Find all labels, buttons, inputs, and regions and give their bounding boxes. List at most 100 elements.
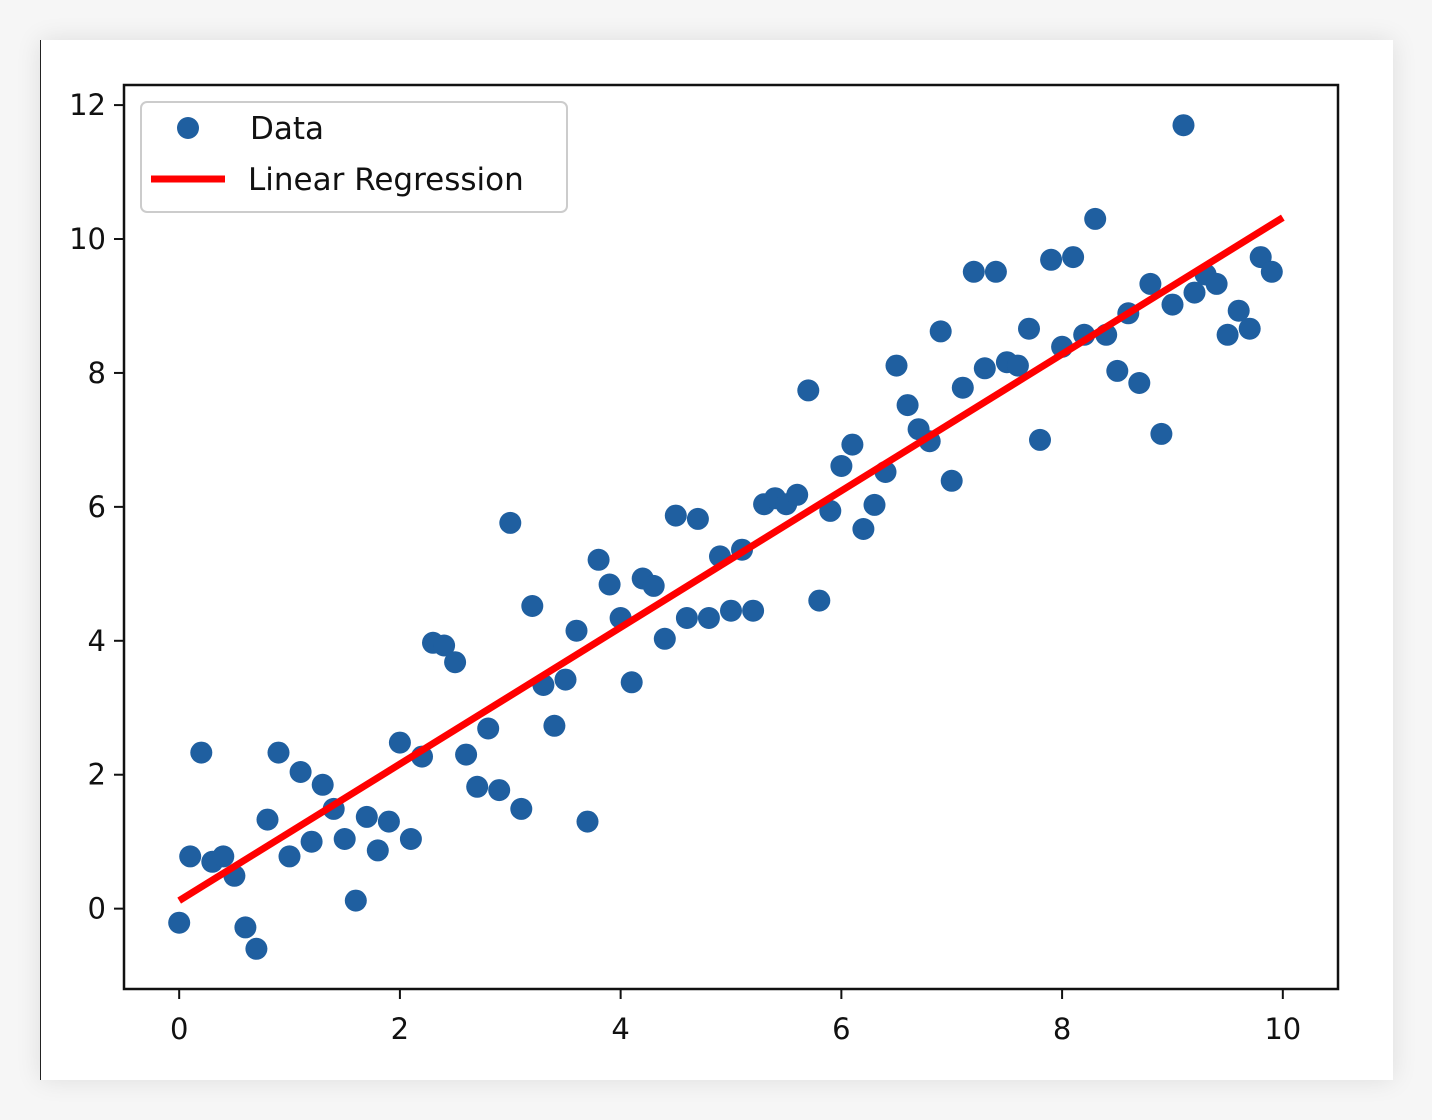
data-point-94 xyxy=(1205,272,1228,295)
y-tick-label-5: 10 xyxy=(69,222,106,256)
y-tick-label-1: 2 xyxy=(88,758,106,792)
data-point-26 xyxy=(455,743,478,766)
data-point-50 xyxy=(720,599,742,622)
legend-box xyxy=(140,101,568,213)
regression-line-layer xyxy=(177,214,1285,904)
data-point-81 xyxy=(1062,246,1085,269)
data-point-48 xyxy=(697,607,720,629)
x-tick-label-2: 4 xyxy=(611,1012,629,1046)
data-point-71 xyxy=(951,376,974,399)
data-point-36 xyxy=(565,619,588,642)
data-point-7 xyxy=(245,937,268,960)
data-point-4 xyxy=(212,845,235,868)
data-point-41 xyxy=(620,671,643,694)
data-point-46 xyxy=(675,607,698,629)
data-point-27 xyxy=(466,775,489,798)
data-point-12 xyxy=(300,830,323,853)
data-point-90 xyxy=(1161,293,1184,316)
data-point-6 xyxy=(234,916,257,939)
data-point-58 xyxy=(808,589,831,612)
data-point-34 xyxy=(543,714,566,737)
data-point-2 xyxy=(190,741,213,764)
data-point-29 xyxy=(488,779,511,802)
plot-frame xyxy=(122,83,1340,991)
data-point-15 xyxy=(333,828,356,850)
data-point-96 xyxy=(1227,299,1250,322)
data-point-70 xyxy=(940,469,963,492)
y-tick-label-4: 8 xyxy=(88,356,106,390)
data-point-88 xyxy=(1139,272,1162,295)
data-point-74 xyxy=(984,260,1007,283)
data-point-8 xyxy=(256,808,279,831)
data-point-73 xyxy=(973,357,996,380)
x-tick-label-4: 8 xyxy=(1053,1012,1071,1046)
data-point-1 xyxy=(179,845,202,868)
legend-label-data: Data xyxy=(250,111,324,147)
data-point-62 xyxy=(852,518,875,540)
data-point-13 xyxy=(311,773,334,796)
y-tick-label-6: 12 xyxy=(69,88,106,122)
data-point-11 xyxy=(289,761,312,783)
data-point-38 xyxy=(587,548,610,571)
data-point-83 xyxy=(1084,207,1107,230)
legend-label-linear-regression: Linear Regression xyxy=(248,162,524,198)
legend: Data Linear Regression xyxy=(140,101,568,213)
data-point-47 xyxy=(686,507,709,530)
data-point-39 xyxy=(598,573,621,596)
data-point-89 xyxy=(1150,422,1173,445)
data-point-45 xyxy=(664,504,687,527)
data-point-66 xyxy=(896,394,919,417)
data-point-31 xyxy=(510,797,533,820)
data-point-79 xyxy=(1040,248,1063,271)
data-point-69 xyxy=(929,320,952,343)
y-tick-label-0: 0 xyxy=(88,892,106,926)
data-point-78 xyxy=(1029,428,1051,451)
data-point-52 xyxy=(742,599,765,622)
regression-chart: 0 2 4 6 8 10 0 2 4 6 8 10 12 Data Linear Regression xyxy=(69,83,1340,1046)
data-point-87 xyxy=(1128,372,1151,394)
data-point-0 xyxy=(168,911,191,934)
data-point-28 xyxy=(477,717,500,740)
data-point-32 xyxy=(521,595,544,617)
data-point-57 xyxy=(797,379,820,402)
data-point-95 xyxy=(1216,323,1239,346)
x-tick-label-1: 2 xyxy=(391,1012,409,1046)
data-point-61 xyxy=(841,433,864,456)
data-point-16 xyxy=(344,889,367,912)
data-point-63 xyxy=(863,493,886,516)
data-point-10 xyxy=(278,845,301,868)
data-point-17 xyxy=(355,805,378,828)
y-tick-label-3: 6 xyxy=(88,490,106,524)
data-point-76 xyxy=(1006,354,1029,377)
data-point-43 xyxy=(642,574,665,597)
data-point-44 xyxy=(653,627,676,650)
data-point-9 xyxy=(267,741,290,764)
regression-line xyxy=(177,214,1285,904)
x-tick-label-5: 10 xyxy=(1264,1012,1301,1046)
data-point-60 xyxy=(830,455,853,477)
data-point-18 xyxy=(366,839,389,862)
data-point-20 xyxy=(388,731,411,754)
y-axis: 0 2 4 6 8 10 12 xyxy=(69,88,124,926)
data-point-35 xyxy=(554,668,577,691)
data-point-85 xyxy=(1106,359,1129,382)
data-point-25 xyxy=(444,651,467,674)
figure-card: 0 2 4 6 8 10 0 2 4 6 8 10 12 Data Linear Regression xyxy=(40,40,1393,1080)
data-point-91 xyxy=(1172,114,1195,137)
data-point-77 xyxy=(1018,317,1040,340)
data-point-59 xyxy=(819,499,842,522)
data-point-56 xyxy=(786,483,809,506)
data-layer xyxy=(168,114,1283,960)
data-point-72 xyxy=(962,260,985,283)
data-point-30 xyxy=(499,511,522,534)
data-point-65 xyxy=(885,354,908,377)
data-point-21 xyxy=(399,828,422,850)
legend-data-marker xyxy=(177,117,199,139)
y-tick-label-2: 4 xyxy=(88,624,106,658)
data-point-97 xyxy=(1238,317,1261,340)
x-tick-label-3: 6 xyxy=(832,1012,850,1046)
data-point-24 xyxy=(433,634,456,657)
data-point-99 xyxy=(1260,260,1283,283)
data-point-92 xyxy=(1183,281,1206,304)
data-point-19 xyxy=(377,810,400,833)
